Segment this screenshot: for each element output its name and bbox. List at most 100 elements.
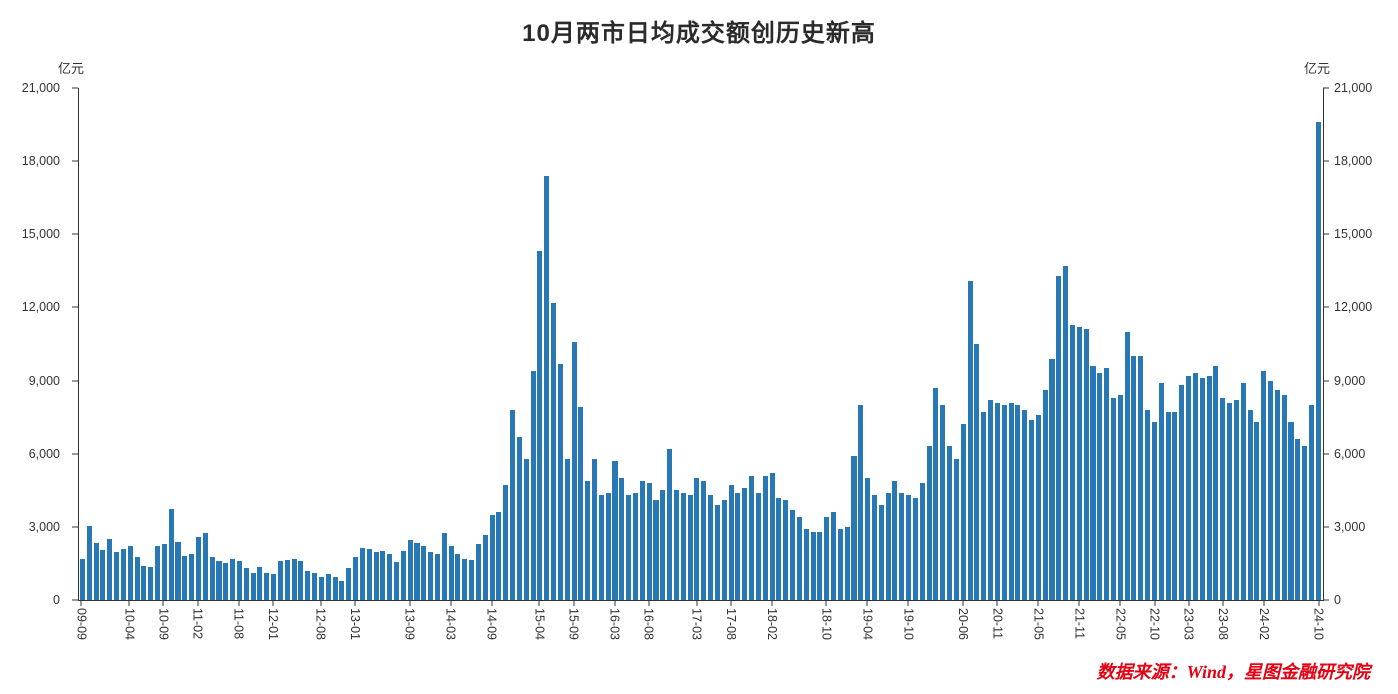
x-tick-label: 14-09 (484, 608, 499, 640)
bar-127 (947, 446, 953, 600)
bar-75 (592, 458, 598, 600)
y-tick-mark (1323, 453, 1329, 455)
bar-73 (578, 407, 584, 600)
y-axis-left-ticks (72, 87, 78, 601)
bar-24 (243, 568, 249, 600)
y-tick-label-left: 12,000 (21, 300, 60, 315)
bar-17 (195, 536, 202, 600)
x-tick-mark (197, 601, 199, 606)
bar-1 (86, 525, 92, 600)
x-tick-mark (450, 601, 452, 606)
x-tick-label: 15-09 (566, 608, 581, 640)
bar-19 (209, 557, 215, 600)
bar-161 (1179, 385, 1185, 600)
x-tick-mark (614, 601, 616, 606)
x-tick-mark (907, 601, 909, 606)
y-tick-label-right: 12,000 (1334, 300, 1373, 315)
y-tick-label-left: 15,000 (21, 227, 60, 242)
bar-157 (1151, 422, 1157, 600)
y-tick-label-right: 21,000 (1334, 81, 1373, 95)
x-tick-mark (1188, 601, 1190, 606)
bar-10 (148, 567, 154, 600)
bar-122 (912, 497, 918, 600)
x-tick-label: 21-11 (1072, 608, 1087, 640)
bar-177 (1288, 422, 1294, 600)
bar-15 (182, 556, 188, 600)
x-tick-label: 13-09 (402, 608, 417, 640)
x-tick-label: 09-09 (74, 608, 89, 640)
x-tick-mark (1037, 601, 1039, 606)
y-tick-mark (72, 233, 78, 235)
bar-136 (1008, 402, 1014, 600)
x-tick-label: 14-03 (443, 608, 458, 640)
y-tick-mark (72, 599, 78, 601)
bar-21 (223, 563, 229, 600)
x-tick-mark (730, 601, 732, 606)
y-tick-label-right: 9,000 (1334, 373, 1366, 388)
x-tick-label: 17-08 (723, 608, 738, 640)
bar-130 (967, 280, 973, 600)
x-tick-label: 10-09 (156, 608, 171, 640)
bar-145 (1069, 324, 1076, 600)
bar-74 (585, 480, 591, 600)
bar-109 (824, 517, 830, 600)
bar-82 (639, 480, 645, 600)
bar-99 (755, 492, 761, 600)
bar-124 (926, 446, 932, 600)
bar-118 (885, 492, 891, 600)
bar-178 (1295, 439, 1301, 600)
bar-37 (332, 576, 338, 600)
bar-38 (339, 580, 345, 600)
x-tick-label: 21-05 (1031, 608, 1046, 640)
bar-91 (701, 480, 707, 600)
bar-87 (673, 490, 679, 600)
bar-135 (1001, 404, 1007, 600)
y-axis-unit-right: 亿元 (1304, 61, 1331, 76)
bar-69 (551, 302, 557, 600)
bar-112 (844, 526, 850, 600)
x-tick-label: 12-08 (313, 608, 328, 640)
bar-93 (714, 504, 720, 600)
bar-81 (632, 492, 639, 600)
bar-36 (325, 574, 331, 600)
bar-11 (155, 546, 161, 600)
bar-31 (291, 558, 297, 600)
bar-119 (892, 480, 898, 600)
bar-4 (107, 539, 113, 600)
x-tick-label: 16-08 (641, 608, 656, 640)
bar-160 (1172, 412, 1178, 600)
bar-8 (134, 557, 140, 600)
bar-72 (571, 341, 577, 600)
x-tick-mark (128, 601, 130, 606)
bar-22 (230, 558, 236, 600)
x-tick-mark (1078, 601, 1080, 606)
bar-103 (783, 500, 789, 600)
bar-33 (305, 570, 311, 600)
x-tick-mark (1263, 601, 1265, 606)
bar-88 (680, 492, 686, 600)
bar-128 (953, 458, 959, 600)
x-tick-mark (771, 601, 773, 606)
bar-80 (626, 495, 632, 600)
bar-94 (721, 500, 727, 600)
x-tick-label: 15-04 (532, 608, 547, 640)
y-tick-mark (72, 526, 78, 528)
x-tick-mark (238, 601, 240, 606)
bar-83 (646, 482, 652, 600)
bar-159 (1165, 412, 1171, 600)
bar-120 (899, 492, 905, 600)
bar-95 (728, 485, 734, 600)
bar-147 (1083, 329, 1089, 600)
bar-138 (1022, 409, 1028, 600)
bar-26 (257, 567, 263, 600)
y-tick-label-left: 6,000 (28, 446, 60, 461)
bar-50 (421, 546, 427, 600)
bar-86 (667, 448, 673, 600)
x-tick-mark (648, 601, 650, 606)
bar-62 (503, 485, 509, 600)
x-tick-label: 12-01 (265, 608, 280, 640)
chart-title: 10月两市日均成交额创历史新高 (522, 20, 876, 47)
bar-125 (933, 387, 939, 600)
x-tick-label: 24-02 (1256, 608, 1271, 640)
x-tick-mark (1119, 601, 1121, 606)
